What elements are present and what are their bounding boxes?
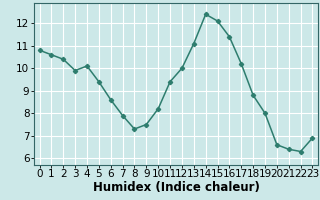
X-axis label: Humidex (Indice chaleur): Humidex (Indice chaleur) [92,181,260,194]
